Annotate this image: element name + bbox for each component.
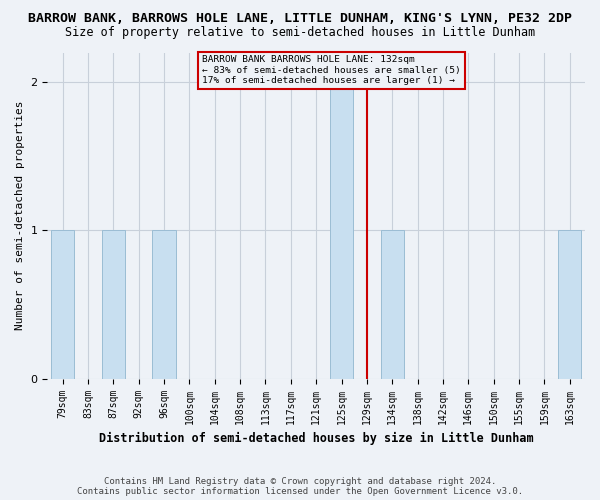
Y-axis label: Number of semi-detached properties: Number of semi-detached properties (15, 101, 25, 330)
Bar (51, 230, 74, 378)
Bar (101, 230, 125, 378)
Bar (380, 230, 404, 378)
Bar (152, 230, 176, 378)
X-axis label: Distribution of semi-detached houses by size in Little Dunham: Distribution of semi-detached houses by … (99, 432, 533, 445)
Text: Contains HM Land Registry data © Crown copyright and database right 2024.
Contai: Contains HM Land Registry data © Crown c… (77, 476, 523, 496)
Text: Size of property relative to semi-detached houses in Little Dunham: Size of property relative to semi-detach… (65, 26, 535, 39)
Bar (330, 82, 353, 378)
Text: BARROW BANK, BARROWS HOLE LANE, LITTLE DUNHAM, KING'S LYNN, PE32 2DP: BARROW BANK, BARROWS HOLE LANE, LITTLE D… (28, 12, 572, 26)
Text: BARROW BANK BARROWS HOLE LANE: 132sqm
← 83% of semi-detached houses are smaller : BARROW BANK BARROWS HOLE LANE: 132sqm ← … (202, 56, 461, 86)
Bar (558, 230, 581, 378)
